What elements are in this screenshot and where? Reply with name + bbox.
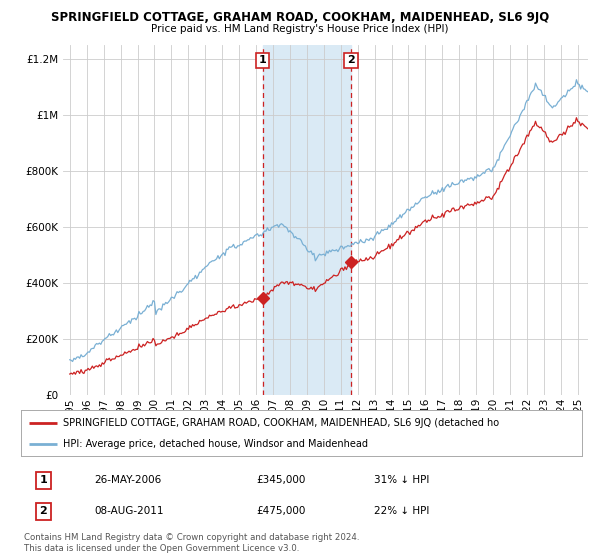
Text: 2: 2 <box>347 55 355 66</box>
Bar <box>263 45 351 395</box>
Text: 22% ↓ HPI: 22% ↓ HPI <box>374 506 430 516</box>
Text: SPRINGFIELD COTTAGE, GRAHAM ROAD, COOKHAM, MAIDENHEAD, SL6 9JQ: SPRINGFIELD COTTAGE, GRAHAM ROAD, COOKHA… <box>51 11 549 24</box>
Text: £475,000: £475,000 <box>257 506 306 516</box>
Text: 31% ↓ HPI: 31% ↓ HPI <box>374 475 430 486</box>
Text: 2: 2 <box>40 506 47 516</box>
Text: HPI: Average price, detached house, Windsor and Maidenhead: HPI: Average price, detached house, Wind… <box>63 439 368 449</box>
Text: 08-AUG-2011: 08-AUG-2011 <box>94 506 163 516</box>
Text: SPRINGFIELD COTTAGE, GRAHAM ROAD, COOKHAM, MAIDENHEAD, SL6 9JQ (detached ho: SPRINGFIELD COTTAGE, GRAHAM ROAD, COOKHA… <box>63 418 499 428</box>
Text: £345,000: £345,000 <box>257 475 306 486</box>
Text: 26-MAY-2006: 26-MAY-2006 <box>94 475 161 486</box>
Text: Contains HM Land Registry data © Crown copyright and database right 2024.
This d: Contains HM Land Registry data © Crown c… <box>24 533 359 553</box>
Text: 1: 1 <box>259 55 267 66</box>
Text: 1: 1 <box>40 475 47 486</box>
Text: Price paid vs. HM Land Registry's House Price Index (HPI): Price paid vs. HM Land Registry's House … <box>151 24 449 34</box>
